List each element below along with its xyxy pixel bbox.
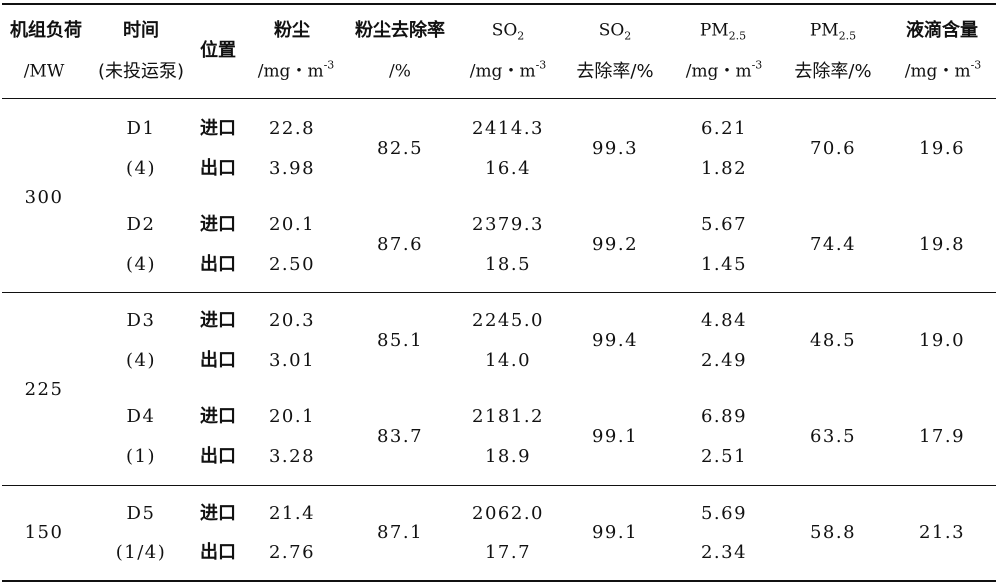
so2-outlet: 14.0: [484, 350, 532, 371]
position-inlet: 进口: [200, 118, 236, 139]
droplet-content: 17.9: [918, 426, 966, 447]
pm25-rate: 58.8: [809, 522, 857, 543]
run-pumps: (1/4): [115, 542, 167, 563]
dust-inlet: 22.8: [268, 118, 316, 139]
table-bottom-rule: [2, 580, 996, 582]
header-pm25-unit: /mg・m-3: [685, 58, 763, 82]
header-time-title: 时间: [123, 20, 159, 41]
header-so2-rate-unit: 去除率/%: [576, 61, 654, 82]
header-pm25-title: PM2.5: [699, 20, 747, 43]
so2-outlet: 18.9: [484, 446, 532, 467]
header-pm25-rate-title: PM2.5: [809, 20, 857, 43]
so2-outlet: 17.7: [484, 542, 532, 563]
position-outlet: 出口: [200, 350, 236, 371]
load-cell: 300: [24, 187, 64, 208]
pm25-inlet: 5.69: [700, 503, 748, 524]
pm25-outlet: 1.82: [700, 158, 748, 179]
pm25-outlet: 2.34: [700, 542, 748, 563]
droplet-content: 19.8: [918, 234, 966, 255]
position-outlet: 出口: [200, 542, 236, 563]
pm25-inlet: 5.67: [700, 214, 748, 235]
position-inlet: 进口: [200, 503, 236, 524]
dust-rate: 87.6: [376, 234, 424, 255]
load-cell: 225: [24, 379, 64, 400]
so2-rate: 99.4: [591, 330, 639, 351]
pm25-outlet: 2.51: [700, 446, 748, 467]
position-outlet: 出口: [200, 158, 236, 179]
run-pumps: (4): [126, 158, 156, 179]
load-cell: 150: [24, 522, 64, 543]
header-so2-unit: /mg・m-3: [469, 58, 547, 82]
dust-inlet: 20.3: [268, 310, 316, 331]
dust-rate: 85.1: [376, 330, 424, 351]
so2-inlet: 2062.0: [472, 503, 544, 524]
header-dust-title: 粉尘: [274, 20, 310, 41]
dust-outlet: 3.98: [268, 158, 316, 179]
position-inlet: 进口: [200, 310, 236, 331]
header-droplet-title: 液滴含量: [906, 20, 978, 41]
header-pm25-rate-unit: 去除率/%: [794, 61, 872, 82]
dust-outlet: 3.28: [268, 446, 316, 467]
header-load-unit: /MW: [23, 61, 65, 82]
so2-rate: 99.2: [591, 234, 639, 255]
position-outlet: 出口: [200, 446, 236, 467]
header-time-note: (未投运泵): [97, 61, 185, 82]
so2-rate: 99.1: [591, 426, 639, 447]
header-bottom-rule: [2, 98, 996, 99]
header-so2-title: SO2: [491, 20, 525, 43]
so2-inlet: 2379.3: [472, 214, 544, 235]
pm25-outlet: 1.45: [700, 254, 748, 275]
group-225-bottom-rule: [2, 485, 996, 486]
run-id: D1: [126, 118, 156, 139]
pm25-rate: 70.6: [809, 138, 857, 159]
dust-outlet: 2.50: [268, 254, 316, 275]
position-inlet: 进口: [200, 406, 236, 427]
pm25-inlet: 4.84: [700, 310, 748, 331]
droplet-content: 21.3: [918, 522, 966, 543]
table-top-rule: [2, 3, 996, 5]
run-pumps: (4): [126, 254, 156, 275]
group-300-bottom-rule: [2, 292, 996, 293]
droplet-content: 19.0: [918, 330, 966, 351]
so2-inlet: 2245.0: [472, 310, 544, 331]
header-so2-rate-title: SO2: [598, 20, 632, 43]
pm25-rate: 74.4: [809, 234, 857, 255]
position-inlet: 进口: [200, 214, 236, 235]
run-pumps: (4): [126, 350, 156, 371]
dust-inlet: 21.4: [268, 503, 316, 524]
pm25-inlet: 6.89: [700, 406, 748, 427]
run-id: D4: [126, 406, 156, 427]
so2-outlet: 16.4: [484, 158, 532, 179]
pm25-outlet: 2.49: [700, 350, 748, 371]
dust-rate: 82.5: [376, 138, 424, 159]
pm25-inlet: 6.21: [700, 118, 748, 139]
position-outlet: 出口: [200, 254, 236, 275]
dust-rate: 83.7: [376, 426, 424, 447]
run-pumps: (1): [126, 446, 156, 467]
dust-inlet: 20.1: [268, 406, 316, 427]
header-droplet-unit: /mg・m-3: [904, 58, 982, 82]
header-load-title: 机组负荷: [10, 20, 82, 41]
dust-outlet: 3.01: [268, 350, 316, 371]
dust-inlet: 20.1: [268, 214, 316, 235]
pm25-rate: 48.5: [809, 330, 857, 351]
header-dust-rate-title: 粉尘去除率: [355, 20, 445, 41]
so2-rate: 99.3: [591, 138, 639, 159]
so2-inlet: 2414.3: [472, 118, 544, 139]
so2-rate: 99.1: [591, 522, 639, 543]
so2-inlet: 2181.2: [472, 406, 544, 427]
run-id: D5: [126, 503, 156, 524]
dust-outlet: 2.76: [268, 542, 316, 563]
so2-outlet: 18.5: [484, 254, 532, 275]
run-id: D2: [126, 214, 156, 235]
dust-rate: 87.1: [376, 522, 424, 543]
droplet-content: 19.6: [918, 138, 966, 159]
header-dust-unit: /mg・m-3: [257, 58, 335, 82]
header-dust-rate-unit: /%: [389, 61, 411, 82]
run-id: D3: [126, 310, 156, 331]
pm25-rate: 63.5: [809, 426, 857, 447]
header-position: 位置: [200, 40, 236, 61]
